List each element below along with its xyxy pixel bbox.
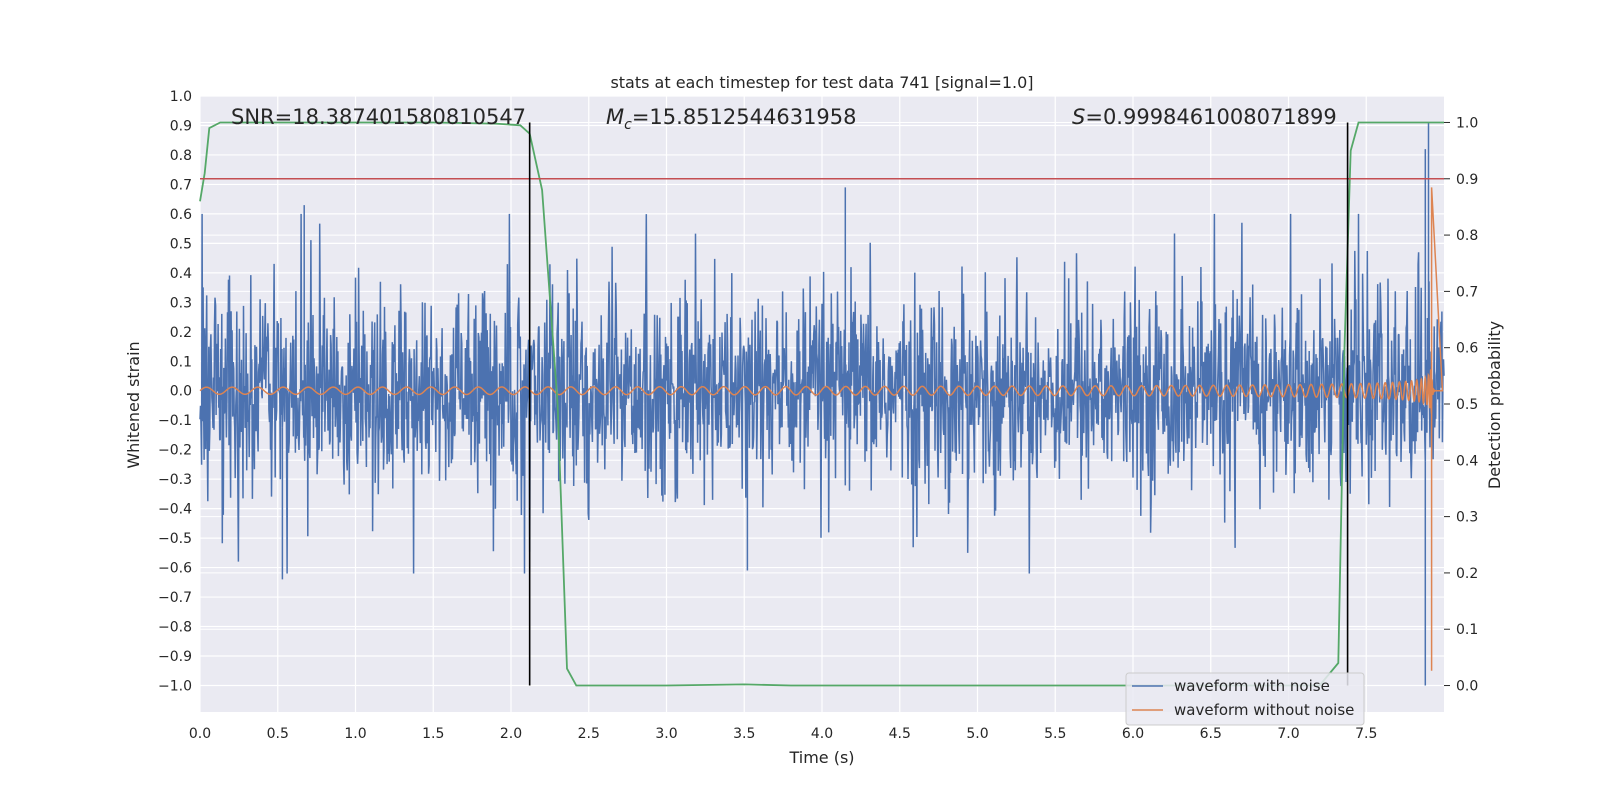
noisy-waveform-line [199,122,1445,686]
y2-tick-label: 0.5 [1456,397,1478,413]
score-value: =0.9998461008071899 [1085,105,1336,129]
y-tick-labels: 1.0 0.9 0.8 0.7 0.6 0.5 0.4 0.3 0.2 0.1 0.0 −0.1 −0.… [158,89,192,694]
x-tick-label: 7.0 [1277,726,1299,742]
y2-tick-label: 0.7 [1456,284,1478,300]
y-tick-label: 0.1 [170,354,192,370]
chirp-mass-subscript: c [624,117,632,133]
y-tick-label: −0.2 [158,443,192,459]
y2-tick-label: 0.0 [1456,679,1478,695]
y-tick-label: −1.0 [158,678,192,694]
y2-tick-label: 0.6 [1456,341,1478,357]
x-tick-label: 1.0 [344,726,366,742]
chirp-mass-symbol: M [606,105,624,129]
y-tick-label: −0.4 [158,502,192,518]
legend: waveform with noise waveform without noi… [1125,672,1365,726]
x-tick-label: 5.5 [1044,726,1066,742]
x-tick-label: 6.0 [1122,726,1144,742]
y-tick-label: −0.3 [158,472,192,488]
y2-tick-label: 0.2 [1456,566,1478,582]
y-tick-label: −0.9 [158,649,192,665]
legend-label-noisy: waveform with noise [1174,677,1330,695]
y-tick-label: −0.7 [158,590,192,606]
y-axis-label: Whitened strain [124,341,143,468]
snr-annotation: SNR=18.387401580810547 [231,105,526,129]
chart-title: stats at each timestep for test data 741… [610,73,1033,92]
y-tick-label: 0.9 [170,118,192,134]
x-tick-label: 5.0 [966,726,988,742]
y-tick-label: −0.8 [158,620,192,636]
x-tick-label: 6.5 [1200,726,1222,742]
y-tick-label: 0.4 [170,266,192,282]
y-tick-label: 0.0 [170,384,192,400]
y2-tick-label: 0.9 [1456,172,1478,188]
x-tick-label: 2.0 [500,726,522,742]
x-tick-label: 4.5 [889,726,911,742]
clean-waveform-line [199,187,1444,671]
y-tick-label: 0.6 [170,207,192,223]
score-symbol: S [1072,105,1085,129]
x-tick-label: 3.0 [655,726,677,742]
x-tick-label: 0.0 [189,726,211,742]
y2-tick-labels: 1.0 0.9 0.8 0.7 0.6 0.5 0.4 0.3 0.2 0.1 0.0 [1444,115,1478,695]
legend-box [1125,672,1365,726]
y-tick-label: −0.5 [158,531,192,547]
chirp-mass-annotation: Mc=15.8512544631958 [606,105,857,133]
x-tick-label: 4.0 [811,726,833,742]
x-tick-label: 3.5 [733,726,755,742]
grid [199,95,1444,712]
y2-tick-label: 0.4 [1456,453,1478,469]
detection-probability-line [199,121,1444,687]
x-tick-label: 0.5 [267,726,289,742]
x-axis-label: Time (s) [788,748,854,767]
y-tick-label: 0.8 [170,148,192,164]
score-annotation: S=0.9998461008071899 [1072,105,1337,129]
vertical-markers [528,122,1349,686]
y-tick-label: 1.0 [170,89,192,105]
y-tick-label: 0.2 [170,325,192,341]
legend-label-clean: waveform without noise [1174,701,1354,719]
y-tick-label: 0.7 [170,177,192,193]
x-tick-labels: 0.0 0.5 1.0 1.5 2.0 2.5 3.0 3.5 4.0 4.5 5.0 5.5 6.0 6… [189,726,1378,742]
x-tick-label: 7.5 [1355,726,1377,742]
series-waveform-with-noise [199,122,1445,686]
y2-axis-label: Detection probability [1485,321,1504,489]
y-tick-label: −0.6 [158,561,192,577]
y-tick-label: 0.5 [170,236,192,252]
x-tick-label: 1.5 [422,726,444,742]
y-tick-label: 0.3 [170,295,192,311]
series-detection-probability [199,121,1444,687]
y2-tick-label: 0.8 [1456,228,1478,244]
chirp-mass-value: =15.8512544631958 [632,105,857,129]
y2-tick-label: 0.1 [1456,622,1478,638]
y-tick-label: −0.1 [158,413,192,429]
plot-area [199,95,1445,712]
y2-tick-label: 0.3 [1456,510,1478,526]
series-waveform-without-noise [199,187,1444,671]
x-tick-label: 2.5 [578,726,600,742]
y2-tick-label: 1.0 [1456,115,1478,131]
